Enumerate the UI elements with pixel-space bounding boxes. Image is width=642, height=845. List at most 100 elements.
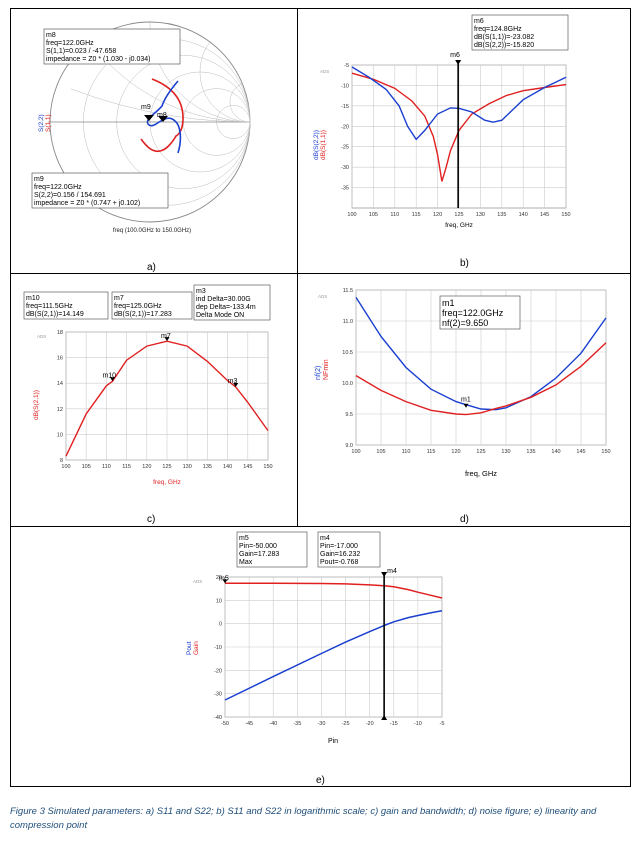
x-tick-label: 105 xyxy=(376,449,385,455)
marker-readout-m1-line: m1 xyxy=(442,298,455,308)
figure-caption: Figure 3 Simulated parameters: a) S11 an… xyxy=(10,806,597,831)
y-tick-label: -10 xyxy=(214,645,222,651)
y-tick-label: -25 xyxy=(341,145,349,151)
marker-readout-m3-line: ind Delta=30.00G xyxy=(196,296,251,303)
marker-readout-m5-line: m5 xyxy=(239,535,249,542)
y-tick-label: 0 xyxy=(219,622,222,628)
marker-readout-m10 xyxy=(23,291,109,320)
marker-label: m5 xyxy=(219,575,229,582)
x-tick-label: -50 xyxy=(221,721,229,727)
marker-label: m7 xyxy=(161,333,171,340)
marker-readout-m5-line: Max xyxy=(239,559,253,566)
marker-readout-m4-line: m4 xyxy=(320,535,330,542)
marker-readout-m7-line: freq=125.0GHz xyxy=(114,303,162,310)
panel-label-e: e) xyxy=(316,775,325,786)
linearity-chart: -50 -45 -40 -35 -30 -25 -20 -15 -10 -5 20 10 0 -10 -20… xyxy=(186,531,444,745)
marker-readout-m3-line: m3 xyxy=(196,288,206,295)
x-tick-label: 140 xyxy=(519,212,528,218)
panel-label-c: c) xyxy=(147,514,155,525)
x-tick-label: 145 xyxy=(243,464,252,470)
x-tick-label: 125 xyxy=(162,464,171,470)
y-axis-label-nf: nf(2) xyxy=(315,366,322,380)
y-tick-label: 11.5 xyxy=(343,288,353,294)
y-tick-label: 18 xyxy=(57,330,63,336)
marker-readout-m1-line: nf(2)=9.650 xyxy=(442,318,488,328)
y-axis-label: dB(S(2,1)) xyxy=(33,390,40,420)
y-tick-label: -10 xyxy=(341,83,349,89)
x-tick-label: 100 xyxy=(61,464,70,470)
marker-readout-m8-line: freq=122.0GHz xyxy=(46,40,94,47)
marker-readout-m8-line: impedance = Z0 * (1.030 - j0.034) xyxy=(46,56,150,63)
marker-readout-m8-line: S(1,1)=0.023 / -47.658 xyxy=(46,48,116,55)
marker-readout-m9-line: m9 xyxy=(34,176,44,183)
x-tick-label: 115 xyxy=(427,449,436,455)
series-line-nf2 xyxy=(355,297,607,411)
panel-label-b: b) xyxy=(460,258,469,269)
marker-readout-m3 xyxy=(193,284,271,321)
x-tick-label: 150 xyxy=(601,449,610,455)
panel-label-a: a) xyxy=(147,262,156,273)
marker-readout-m7 xyxy=(111,291,193,320)
x-tick-label: -25 xyxy=(342,721,350,727)
marker-readout-m8-line: m8 xyxy=(46,32,56,39)
y-axis-label-nfmin: NFmin xyxy=(323,359,330,380)
marker-readout-m9-line: freq=122.0GHz xyxy=(34,184,82,191)
marker-readout-m10-line: dB(S(2,1))=14.149 xyxy=(26,311,84,318)
x-tick-label: 115 xyxy=(122,464,131,470)
series-line-s22 xyxy=(146,80,182,154)
marker-readout-m10-line: m10 xyxy=(26,295,40,302)
marker-readout-m4 xyxy=(317,531,381,568)
marker-readout-m9 xyxy=(31,172,169,209)
marker-readout-m9-line: S(2,2)=0.156 / 154.691 xyxy=(34,192,106,199)
x-tick-label: 120 xyxy=(142,464,151,470)
marker-readout-m4-line: Pin=-17.000 xyxy=(320,543,358,550)
x-tick-label: 105 xyxy=(369,212,378,218)
noise-figure-chart: 100 105 110 115 120 125 130 135 140 145 150 9.0 9.5 1… xyxy=(315,288,611,478)
marker-triangle xyxy=(144,115,154,121)
marker-readout-m6-line: dB(S(2,2))=-15.820 xyxy=(474,42,534,49)
marker-readout-m8 xyxy=(43,28,181,65)
x-tick-label: 115 xyxy=(412,212,421,218)
marker-readout-m3-line: Delta Mode ON xyxy=(196,312,244,319)
x-tick-label: 105 xyxy=(82,464,91,470)
marker-label: m10 xyxy=(102,372,116,379)
y-tick-label: -35 xyxy=(341,186,349,192)
y-axis-label-s11: S(1,1) xyxy=(45,114,52,132)
x-axis-label: freq, GHz xyxy=(445,222,473,229)
y-tick-label: 10.0 xyxy=(342,381,353,387)
marker-label-m4: m4 xyxy=(387,568,397,575)
y-axis-label-gain: Gain xyxy=(193,641,200,655)
x-axis-label: freq, GHz xyxy=(465,469,497,478)
marker-triangle xyxy=(158,116,168,122)
marker-readout-m6-line: m6 xyxy=(474,18,484,25)
y-tick-label: 8 xyxy=(60,458,63,464)
marker-readout-m6-line: freq=124.8GHz xyxy=(474,26,522,33)
x-tick-label: 110 xyxy=(390,212,399,218)
marker-triangle xyxy=(455,60,462,65)
x-tick-label: -30 xyxy=(317,721,325,727)
x-tick-label: 120 xyxy=(433,212,442,218)
smith-reactance-arc xyxy=(199,42,251,123)
x-tick-label: 110 xyxy=(102,464,111,470)
marker-readout-m6-line: dB(S(1,1))=-23.082 xyxy=(474,34,534,41)
series-line-dbs22 xyxy=(351,66,567,141)
x-tick-label: 130 xyxy=(476,212,485,218)
x-tick-label: 100 xyxy=(347,212,356,218)
y-tick-label: 16 xyxy=(57,356,63,362)
marker-readout-m5-line: Pin=-50.000 xyxy=(239,543,277,550)
x-tick-label: 135 xyxy=(497,212,506,218)
marker-readout-m5-line: Gain=17.283 xyxy=(239,551,279,558)
x-tick-label: 150 xyxy=(263,464,272,470)
y-axis-label-s22: dB(S(2,2)) xyxy=(313,130,320,160)
y-tick-label: -40 xyxy=(214,715,222,721)
x-tick-label: 135 xyxy=(203,464,212,470)
x-tick-label: 145 xyxy=(576,449,585,455)
marker-readout-m6 xyxy=(471,14,569,51)
marker-readout-m4-line: Gain=16.232 xyxy=(320,551,360,558)
x-tick-label: 130 xyxy=(183,464,192,470)
y-tick-label: 10 xyxy=(216,598,222,604)
marker-readout-m7-line: m7 xyxy=(114,295,124,302)
series-line-s11 xyxy=(140,78,184,153)
marker-triangle xyxy=(164,337,170,342)
smith-reactance-arc xyxy=(70,88,251,123)
